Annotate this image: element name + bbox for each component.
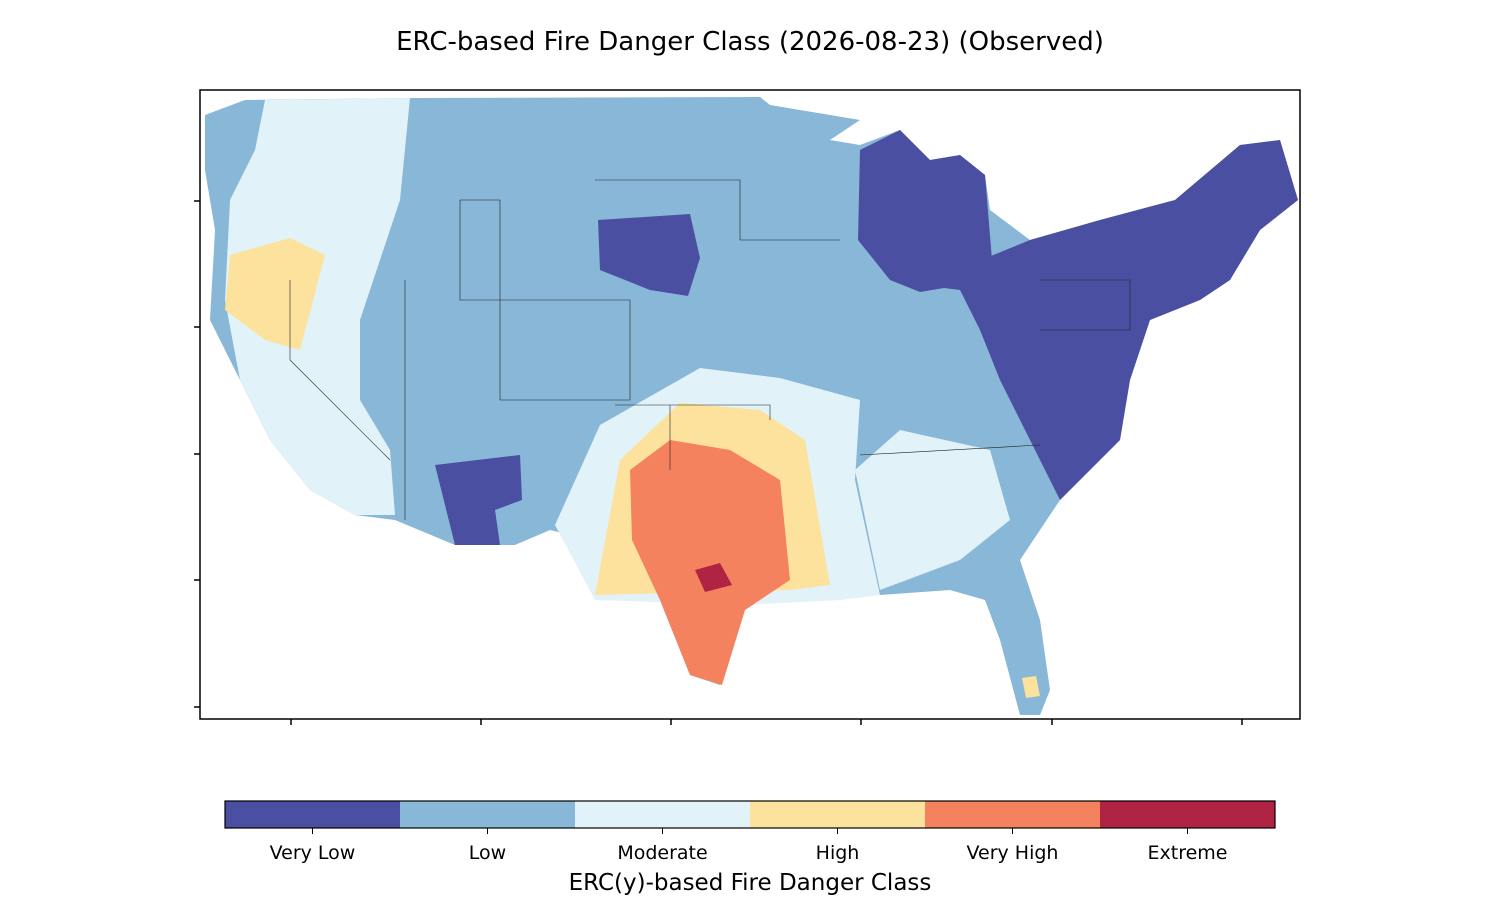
map <box>205 97 1298 715</box>
colorbar: Very Low Low Moderate High Very High Extreme <box>225 801 1275 864</box>
region-very-low <box>920 140 1298 500</box>
colorbar-label: Moderate <box>617 842 707 864</box>
region-high <box>225 238 325 350</box>
colorbar-label: Very High <box>967 842 1059 864</box>
colorbar-label: Low <box>469 842 506 864</box>
colorbar-swatch <box>750 801 925 828</box>
colorbar-swatch <box>225 801 400 828</box>
colorbar-label: High <box>816 842 860 864</box>
colorbar-swatch <box>400 801 575 828</box>
map-frame <box>194 89 1301 725</box>
colorbar-title: ERC(y)-based Fire Danger Class <box>569 870 932 896</box>
region-moderate <box>225 98 410 515</box>
colorbar-label: Extreme <box>1148 842 1228 864</box>
region-very-high <box>630 440 790 685</box>
region-high <box>1022 676 1040 698</box>
region-very-low <box>858 130 992 292</box>
colorbar-swatch <box>925 801 1100 828</box>
region-moderate <box>855 430 1010 590</box>
region-very-low <box>598 214 700 296</box>
state-borders <box>289 179 1131 520</box>
colorbar-swatch <box>1100 801 1275 828</box>
region-extreme <box>695 563 732 592</box>
colorbar-label: Very Low <box>270 842 356 864</box>
colorbar-swatch <box>575 801 750 828</box>
region-very-low <box>435 455 522 545</box>
map-title: ERC-based Fire Danger Class (2026-08-23)… <box>396 27 1104 57</box>
colorbar-frame <box>224 800 1276 829</box>
